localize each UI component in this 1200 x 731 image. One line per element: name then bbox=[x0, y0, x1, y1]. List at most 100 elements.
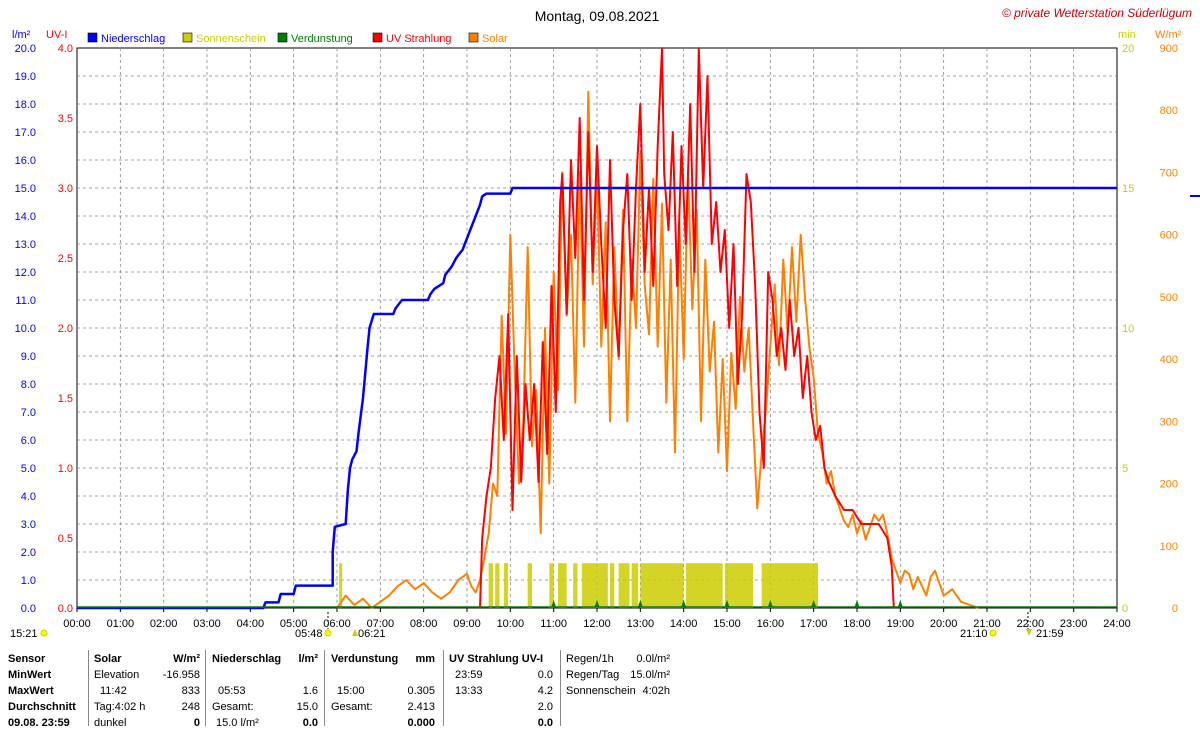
sunshine-tick-label: 15 bbox=[1122, 183, 1134, 195]
solar-tick-label: 0 bbox=[1172, 603, 1178, 615]
rain-tick-label: 20.0 bbox=[15, 43, 36, 55]
divider bbox=[443, 650, 444, 726]
evaporation-mark bbox=[897, 600, 903, 607]
x-tick-label: 08:00 bbox=[410, 618, 438, 630]
rain-value: 15.0 bbox=[296, 701, 318, 713]
sunshine-bar bbox=[488, 563, 493, 608]
grid bbox=[76, 47, 1118, 609]
extra-column: Regen/1h 0.0l/m² Regen/Tag 15.0l/m² Sonnen… bbox=[566, 651, 670, 699]
x-tick-label: 03:00 bbox=[193, 618, 221, 630]
sunshine-bar bbox=[761, 563, 818, 608]
sunset-icon bbox=[1026, 629, 1032, 636]
sunset-civil-time: 21:59 bbox=[1036, 628, 1064, 640]
solar-tick-label: 500 bbox=[1160, 292, 1178, 304]
solar-axis-label: W/m² bbox=[1155, 29, 1182, 41]
rain-unit: l/m² bbox=[298, 653, 318, 665]
sunshine-bar bbox=[640, 563, 649, 608]
rain-tick-label: 15.0 bbox=[15, 183, 36, 195]
uv-tick-label: 1.5 bbox=[58, 393, 73, 405]
sunshine-tick-label: 10 bbox=[1122, 323, 1134, 335]
x-tick-label: 24:00 bbox=[1103, 618, 1131, 630]
evaporation-label: 15:00 bbox=[337, 685, 365, 697]
evaporation-mark bbox=[854, 600, 860, 607]
solar-header: Solar bbox=[94, 653, 122, 665]
x-tick-label: 09:00 bbox=[453, 618, 481, 630]
rain-axis-label: l/m² bbox=[12, 29, 31, 41]
x-tick-label: 02:00 bbox=[150, 618, 178, 630]
rain-tick-label: 14.0 bbox=[15, 211, 36, 223]
uv-tick-label: 3.5 bbox=[58, 113, 73, 125]
sunshine-bar bbox=[549, 563, 554, 608]
rain-tick-label: 10.0 bbox=[15, 323, 36, 335]
uv-tick-label: 2.0 bbox=[58, 323, 73, 335]
series-lines bbox=[77, 47, 1117, 610]
rain-label: 15.0 l/m² bbox=[216, 717, 259, 729]
series-line-uv-strahlung bbox=[479, 47, 895, 609]
evaporation-value: 2.413 bbox=[407, 701, 435, 713]
legend-label: Sonnenschein bbox=[196, 33, 266, 45]
solar-label: dunkel bbox=[94, 717, 127, 729]
sun-icon bbox=[989, 629, 997, 637]
x-tick-label: 20:00 bbox=[930, 618, 958, 630]
rain-tick-label: 12.0 bbox=[15, 267, 36, 279]
sunrise-icon bbox=[352, 629, 358, 636]
sunrise-time: 06:21 bbox=[358, 628, 386, 640]
solar-tick-label: 700 bbox=[1160, 167, 1178, 179]
legend-swatch bbox=[372, 32, 383, 43]
x-tick-label: 05:00 bbox=[280, 618, 308, 630]
uv-label: 23:59 bbox=[455, 669, 483, 681]
chart-title: Montag, 09.08.2021 bbox=[535, 8, 660, 24]
extra-label: Regen/Tag bbox=[566, 669, 620, 681]
uv-value: 2.0 bbox=[537, 701, 553, 713]
extra-value: 4:02h bbox=[642, 685, 670, 697]
x-tick-label: 21:00 bbox=[973, 618, 1001, 630]
rain-tick-label: 7.0 bbox=[21, 407, 36, 419]
x-tick-label: 04:00 bbox=[237, 618, 265, 630]
uv-tick-label: 4.0 bbox=[58, 43, 73, 55]
uv-header: UV Strahlung UV-I bbox=[449, 653, 544, 665]
legend: Niederschlag Sonnenschein Verdunstung UV St… bbox=[87, 32, 508, 45]
uv-tick-label: 3.0 bbox=[58, 183, 73, 195]
sunrise-civil-time: 05:48 bbox=[295, 628, 323, 640]
rain-column: Niederschlag l/m² 05:53 1.6 Gesamt: 15.0 15… bbox=[212, 651, 318, 731]
uv-column: UV Strahlung UV-I 23:59 0.0 13:33 4.2 2.0 … bbox=[449, 651, 553, 731]
sunshine-bar bbox=[631, 563, 639, 608]
solar-label: 11:42 bbox=[100, 685, 127, 697]
divider bbox=[324, 650, 325, 726]
sunset-time: 21:10 bbox=[960, 628, 988, 640]
rain-label: Gesamt: bbox=[212, 701, 254, 713]
legend-label: Solar bbox=[482, 33, 508, 45]
rain-tick-label: 18.0 bbox=[15, 99, 36, 111]
rain-label: 05:53 bbox=[218, 685, 246, 697]
divider bbox=[88, 650, 89, 726]
solar-tick-label: 800 bbox=[1160, 105, 1178, 117]
rain-tick-label: 16.0 bbox=[15, 155, 36, 167]
x-tick-label: 06:00 bbox=[323, 618, 351, 630]
copyright-text: © private Wetterstation Süderlügum bbox=[1002, 6, 1192, 20]
x-tick-label: 07:00 bbox=[367, 618, 395, 630]
x-tick-label: 17:00 bbox=[800, 618, 828, 630]
sunshine-bar bbox=[339, 563, 343, 608]
solar-value: 833 bbox=[181, 685, 200, 697]
evaporation-label: Gesamt: bbox=[331, 701, 373, 713]
sunshine-tick-label: 0 bbox=[1122, 603, 1128, 615]
sunshine-tick-label: 20 bbox=[1122, 43, 1134, 55]
legend-swatch bbox=[87, 32, 98, 43]
solar-tick-label: 400 bbox=[1160, 354, 1178, 366]
series-line-niederschlag bbox=[77, 186, 1117, 610]
rain-tick-label: 2.0 bbox=[21, 547, 36, 559]
sunshine-tick-label: 5 bbox=[1122, 463, 1128, 475]
sunshine-bar bbox=[649, 563, 684, 608]
evaporation-value: 0.000 bbox=[407, 717, 435, 729]
x-tick-label: 15:00 bbox=[713, 618, 741, 630]
rain-tick-label: 11.0 bbox=[15, 295, 36, 307]
solar-value: 0 bbox=[193, 717, 200, 729]
sunshine-bar bbox=[724, 563, 753, 608]
sunshine-axis-label: min bbox=[1118, 29, 1136, 41]
legend-swatch bbox=[182, 32, 193, 43]
rain-tick-label: 17.0 bbox=[15, 127, 36, 139]
uv-tick-label: 2.5 bbox=[58, 253, 73, 265]
x-tick-label: 12:00 bbox=[583, 618, 611, 630]
axis-ticks: 00:00 01:00 02:00 03:00 04:00 05:00 06:00 07:00… bbox=[15, 43, 1178, 630]
sunshine-bar bbox=[558, 563, 567, 608]
